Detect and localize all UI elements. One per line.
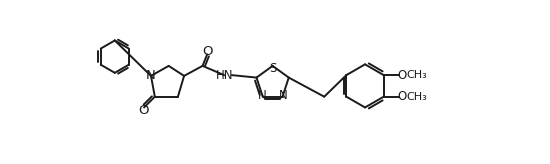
Text: N: N xyxy=(257,89,266,102)
Text: O: O xyxy=(138,104,149,117)
Text: CH₃: CH₃ xyxy=(407,70,427,80)
Text: O: O xyxy=(203,45,213,58)
Text: N: N xyxy=(146,69,156,82)
Text: CH₃: CH₃ xyxy=(407,92,427,102)
Text: O: O xyxy=(398,90,407,103)
Text: S: S xyxy=(269,62,276,75)
Text: N: N xyxy=(279,89,288,102)
Text: O: O xyxy=(398,69,407,82)
Text: HN: HN xyxy=(216,69,234,82)
